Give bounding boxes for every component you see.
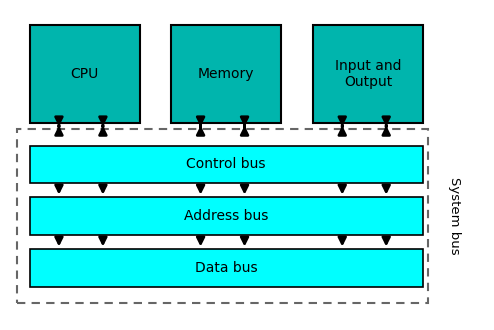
Text: Input and
Output: Input and Output — [334, 59, 401, 89]
Text: Memory: Memory — [198, 67, 254, 81]
Text: Data bus: Data bus — [195, 261, 257, 275]
Bar — [30, 146, 423, 183]
Bar — [30, 249, 423, 287]
Text: Address bus: Address bus — [184, 209, 268, 223]
Bar — [171, 25, 281, 123]
Text: Control bus: Control bus — [187, 157, 266, 171]
Text: System bus: System bus — [448, 177, 461, 255]
Text: CPU: CPU — [71, 67, 99, 81]
Bar — [313, 25, 423, 123]
Bar — [17, 129, 428, 303]
Bar — [30, 25, 139, 123]
Bar — [30, 197, 423, 235]
